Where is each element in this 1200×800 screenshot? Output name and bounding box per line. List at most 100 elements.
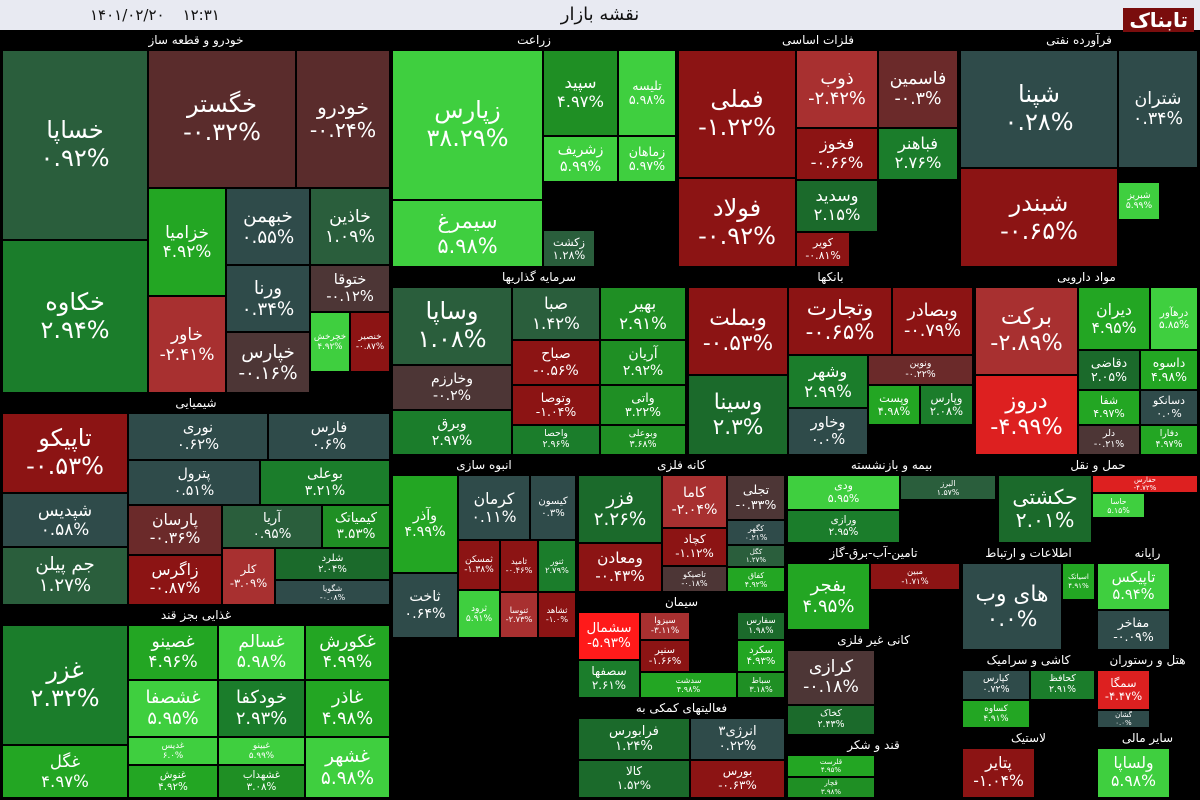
stock-tile[interactable]: ثامید -۰.۴۶% xyxy=(500,540,538,592)
stock-tile[interactable]: وساپا ۱.۰۸% xyxy=(392,287,512,365)
stock-tile[interactable]: کپارس ۰.۷۲% xyxy=(962,670,1030,700)
stock-tile[interactable]: خکاوه ۲.۹۴% xyxy=(2,240,148,393)
stock-tile[interactable]: زاگرس -۰.۸۷% xyxy=(128,555,222,605)
stock-tile[interactable]: سفارس ۱.۹۸% xyxy=(737,612,785,640)
stock-tile[interactable]: مبین -۱.۷۱% xyxy=(870,563,960,590)
stock-tile[interactable]: سصفها ۲.۶۱% xyxy=(578,660,640,698)
stock-tile[interactable]: وپارس ۲.۰۸% xyxy=(920,385,973,425)
stock-tile[interactable]: برکت -۲.۸۹% xyxy=(975,287,1078,375)
stock-tile[interactable]: پارسان -۰.۳۶% xyxy=(128,505,222,555)
stock-tile[interactable]: وبصادر -۰.۷۹% xyxy=(892,287,973,355)
stock-tile[interactable]: غسالم ۵.۹۸% xyxy=(218,625,305,680)
stock-tile[interactable]: خنصیر -۰.۸۷% xyxy=(350,312,390,372)
stock-tile[interactable]: سپید ۴.۹۷% xyxy=(543,50,618,136)
stock-tile[interactable]: شفا ۴.۹۷% xyxy=(1078,390,1140,425)
stock-tile[interactable]: خساپا ۰.۹۲% xyxy=(2,50,148,240)
stock-tile[interactable]: دسانکو ۰.۰% xyxy=(1140,390,1198,425)
stock-tile[interactable]: غشهر ۵.۹۸% xyxy=(305,737,390,798)
stock-tile[interactable]: خاذین ۱.۰۹% xyxy=(310,188,390,265)
stock-tile[interactable]: خبهمن ۰.۵۵% xyxy=(226,188,310,265)
stock-tile[interactable]: ثنوسا -۲.۷۳% xyxy=(500,592,538,638)
stock-tile[interactable]: وتجارت -۰.۶۵% xyxy=(788,287,892,355)
stock-tile[interactable]: غدیس ۶.۰% xyxy=(128,737,218,765)
stock-tile[interactable]: تجلی -۰.۳۳% xyxy=(727,475,785,520)
stock-tile[interactable]: خچرخش ۴.۹۲% xyxy=(310,312,350,372)
stock-tile[interactable]: سباط ۳.۱۸% xyxy=(737,672,785,698)
stock-tile[interactable]: خودکفا ۲.۹۳% xyxy=(218,680,305,737)
stock-tile[interactable]: ونوین -۰.۲۲% xyxy=(868,355,973,385)
stock-tile[interactable]: خگستر -۰.۳۲% xyxy=(148,50,296,188)
stock-tile[interactable]: سشمال -۵.۹۳% xyxy=(578,612,640,660)
stock-tile[interactable]: غگل ۴.۹۷% xyxy=(2,745,128,798)
stock-tile[interactable]: تاپیکس ۵.۹۴% xyxy=(1097,563,1170,610)
stock-tile[interactable]: ودی ۵.۹۵% xyxy=(787,475,900,510)
stock-tile[interactable]: شپدیس ۰.۵۸% xyxy=(2,493,128,547)
stock-tile[interactable]: ورنا ۰.۳۴% xyxy=(226,265,310,332)
stock-tile[interactable]: کفاق ۴.۹۲% xyxy=(727,567,785,592)
stock-tile[interactable]: شلرد ۲.۰۴% xyxy=(275,548,390,580)
stock-tile[interactable]: وبوعلی ۳.۶۸% xyxy=(600,425,686,455)
stock-tile[interactable]: فملی -۱.۲۲% xyxy=(678,50,796,178)
stock-tile[interactable]: فرابورس ۱.۲۴% xyxy=(578,718,690,760)
stock-tile[interactable]: حاسا ۵.۱۵% xyxy=(1092,493,1145,518)
stock-tile[interactable]: ورازی ۲.۹۵% xyxy=(787,510,900,543)
stock-tile[interactable]: فولاد -۰.۹۲% xyxy=(678,178,796,267)
stock-tile[interactable]: غشهداب ۳.۰۸% xyxy=(218,765,305,798)
stock-tile[interactable]: کیسون ۰.۳% xyxy=(530,475,576,540)
stock-tile[interactable]: فخوز -۰.۶۶% xyxy=(796,128,878,180)
stock-tile[interactable]: کالا ۱.۵۲% xyxy=(578,760,690,798)
stock-tile[interactable]: دقاضی ۲.۰۵% xyxy=(1078,350,1140,390)
stock-tile[interactable]: کگهر ۰.۲۱% xyxy=(727,520,785,545)
stock-tile[interactable]: کاما -۲.۰۴% xyxy=(662,475,727,528)
stock-tile[interactable]: کخاک ۲.۴۳% xyxy=(787,705,875,735)
stock-tile[interactable]: ثشاهد -۱.۰% xyxy=(538,592,576,638)
stock-tile[interactable]: ذوب -۲.۴۲% xyxy=(796,50,878,128)
stock-tile[interactable]: وپست ۴.۹۸% xyxy=(868,385,920,425)
stock-tile[interactable]: زشریف ۵.۹۹% xyxy=(543,136,618,182)
stock-tile[interactable]: درهآور ۵.۸۵% xyxy=(1150,287,1198,350)
stock-tile[interactable]: اسیاتک ۴.۹۱% xyxy=(1062,563,1095,600)
stock-tile[interactable]: وآذر ۴.۹۹% xyxy=(392,475,458,573)
stock-tile[interactable]: بوعلی ۳.۲۱% xyxy=(260,460,390,505)
stock-tile[interactable]: بفجر ۴.۹۵% xyxy=(787,563,870,630)
stock-tile[interactable]: تاپیکو -۰.۵۳% xyxy=(2,413,128,493)
stock-tile[interactable]: غزر ۲.۳۲% xyxy=(2,625,128,745)
stock-tile[interactable]: وسینا ۲.۳% xyxy=(688,375,788,455)
stock-tile[interactable]: وتوصا -۱.۰۴% xyxy=(512,385,600,425)
stock-tile[interactable]: مفاخر -۰.۰۹% xyxy=(1097,610,1170,650)
stock-tile[interactable]: بهیر ۲.۹۱% xyxy=(600,287,686,340)
stock-tile[interactable]: تاصیکو -۰.۱۸% xyxy=(662,566,727,592)
stock-tile[interactable]: دروز -۴.۹۹% xyxy=(975,375,1078,455)
stock-tile[interactable]: کگل ۱.۲۷% xyxy=(727,545,785,567)
stock-tile[interactable]: سمگا -۴.۴۷% xyxy=(1097,670,1150,710)
stock-tile[interactable]: خزامیا ۴.۹۲% xyxy=(148,188,226,296)
stock-tile[interactable]: وشهر ۲.۹۹% xyxy=(788,355,868,408)
stock-tile[interactable]: فاسمین -۰.۳% xyxy=(878,50,958,128)
stock-tile[interactable]: وبرق ۲.۹۷% xyxy=(392,410,512,455)
stock-tile[interactable]: ثمسکن -۱.۳۸% xyxy=(458,540,500,590)
stock-tile[interactable]: جم پیلن ۱.۲۷% xyxy=(2,547,128,605)
stock-tile[interactable]: ثرود ۵.۹۱% xyxy=(458,590,500,638)
stock-tile[interactable]: نوری ۰.۶۲% xyxy=(128,413,268,460)
stock-tile[interactable]: حکشتی ۲.۰۱% xyxy=(998,475,1092,543)
stock-tile[interactable]: شپنا ۰.۲۸% xyxy=(960,50,1118,168)
stock-tile[interactable]: غبینو ۵.۹۹% xyxy=(218,737,305,765)
stock-tile[interactable]: صباح -۰.۵۶% xyxy=(512,340,600,385)
stock-tile[interactable]: کحافظ ۲.۹۱% xyxy=(1030,670,1095,700)
stock-tile[interactable]: وخارزم -۰.۲% xyxy=(392,365,512,410)
stock-tile[interactable]: فزر ۲.۲۶% xyxy=(578,475,662,543)
stock-tile[interactable]: غصینو ۴.۹۶% xyxy=(128,625,218,680)
stock-tile[interactable]: آریا ۰.۹۵% xyxy=(222,505,322,548)
stock-tile[interactable]: کرازی -۰.۱۸% xyxy=(787,650,875,705)
stock-tile[interactable]: زپارس ۳۸.۲۹% xyxy=(392,50,543,200)
stock-tile[interactable]: واحصا ۲.۹۶% xyxy=(512,425,600,455)
stock-tile[interactable]: های وب ۰.۰% xyxy=(962,563,1062,650)
stock-tile[interactable]: واتی ۳.۲۲% xyxy=(600,385,686,425)
stock-tile[interactable]: سکرد ۴.۹۳% xyxy=(737,640,785,672)
stock-tile[interactable]: غشصفا ۵.۹۵% xyxy=(128,680,218,737)
stock-tile[interactable]: بورس -۰.۶۳% xyxy=(690,760,785,798)
stock-tile[interactable]: پترول ۰.۵۱% xyxy=(128,460,260,505)
stock-tile[interactable]: وبملت -۰.۵۳% xyxy=(688,287,788,375)
stock-tile[interactable]: ولساپا ۵.۹۸% xyxy=(1097,748,1170,798)
stock-tile[interactable]: ثاخت ۰.۶۴% xyxy=(392,573,458,638)
